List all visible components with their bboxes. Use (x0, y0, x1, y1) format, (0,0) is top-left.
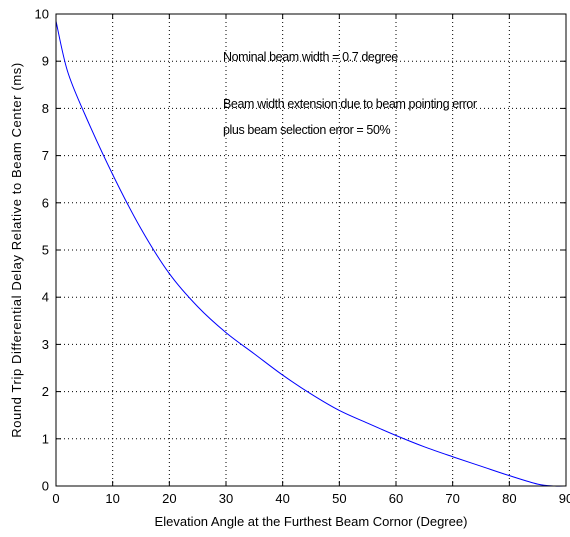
x-axis-label: Elevation Angle at the Furthest Beam Cor… (155, 514, 468, 529)
x-tick-label: 0 (52, 491, 59, 506)
delay-curve (55, 20, 567, 487)
x-tick-label: 90 (559, 491, 570, 506)
y-tick-label: 0 (42, 479, 49, 494)
annotation-text: Beam width extension due to beam pointin… (223, 97, 477, 111)
x-tick-label: 50 (332, 491, 346, 506)
annotation-text: Nominal beam width = 0.7 degree (223, 50, 398, 64)
y-axis-label: Round Trip Differential Delay Relative t… (9, 62, 24, 438)
x-tick-label: 30 (219, 491, 233, 506)
x-tick-label: 40 (275, 491, 289, 506)
x-tick-label: 80 (502, 491, 516, 506)
x-tick-label: 70 (445, 491, 459, 506)
annotation-text: plus beam selection error = 50% (223, 123, 390, 137)
y-tick-label: 7 (42, 148, 49, 163)
y-tick-label: 6 (42, 195, 49, 210)
y-tick-label: 4 (42, 290, 49, 305)
x-tick-label: 20 (162, 491, 176, 506)
annotations: Nominal beam width = 0.7 degree Beam widt… (223, 50, 477, 137)
y-tick-label: 9 (42, 54, 49, 69)
plot-frame (55, 13, 567, 487)
series-layer (55, 20, 567, 487)
ticks: 0 10 20 30 40 50 60 70 80 90 0 1 2 3 4 5 6 7 8 9 10 (35, 7, 570, 507)
y-tick-label: 1 (42, 431, 49, 446)
y-tick-label: 2 (42, 384, 49, 399)
y-tick-label: 5 (42, 243, 49, 258)
x-tick-label: 10 (105, 491, 119, 506)
y-tick-label: 3 (42, 337, 49, 352)
grid (56, 14, 566, 486)
y-tick-label: 10 (35, 7, 49, 22)
x-tick-label: 60 (389, 491, 403, 506)
y-tick-label: 8 (42, 101, 49, 116)
